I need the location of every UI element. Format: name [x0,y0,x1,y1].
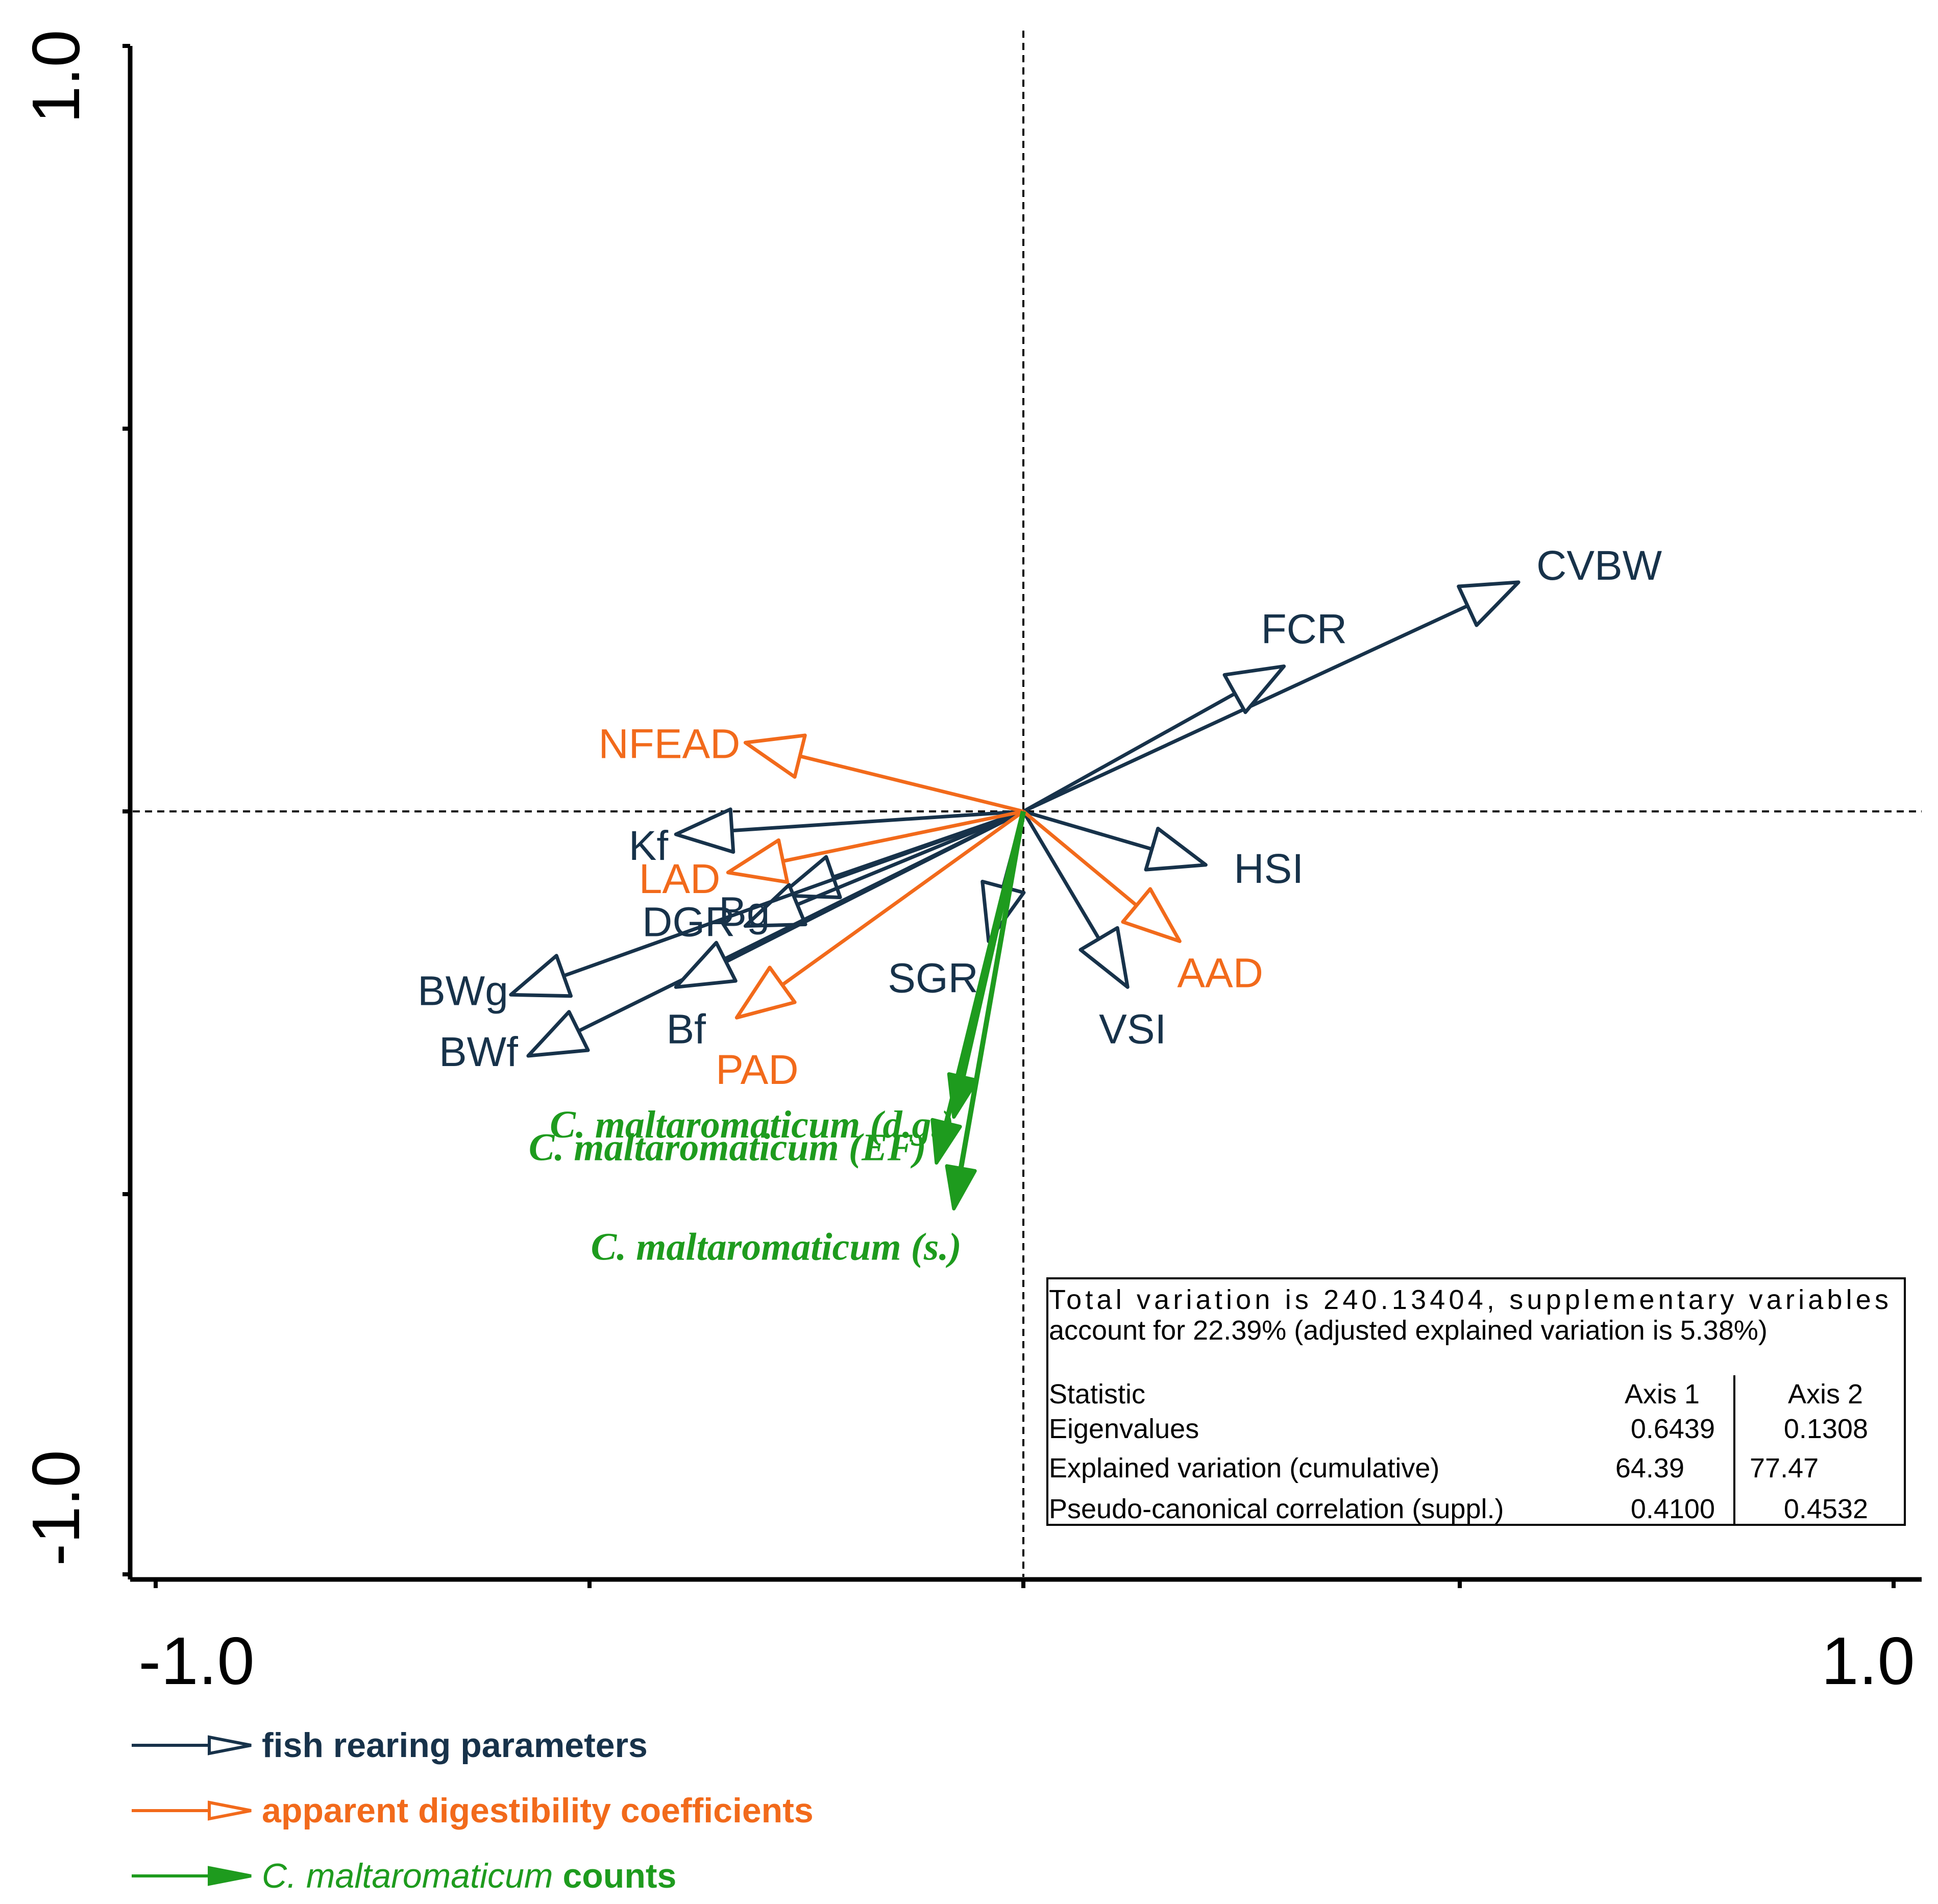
legend-arrowhead-fish [208,1735,252,1755]
stats-row-variation-label: Explained variation (cumulative) [1049,1453,1439,1483]
legend-label-adc: apparent digestibility coefficients [262,1791,814,1830]
vector-line-aad [1022,810,1138,907]
vector-head-nfead [743,733,807,779]
vector-head-aad [1121,887,1182,943]
stats-note-line2: account for 22.39% (adjusted explained v… [1049,1315,1768,1346]
legend-label-counts-italic: C. maltaromaticum [262,1857,553,1895]
vector-line-kf [731,809,1024,833]
legend: fish rearing parameters apparent digesti… [132,1726,814,1895]
vector-head-cvbw [1457,580,1520,627]
vector-label-aad: AAD [1177,950,1263,996]
vector-head-kf [674,807,735,854]
vector-label-kf: Kf [629,823,669,869]
vector-head-lad [726,838,790,884]
vector-label-pad: PAD [716,1047,799,1093]
stats-row-pseudo-axis2: 0.4532 [1784,1494,1868,1524]
vector-label-bf: Bf [666,1006,706,1052]
stats-row-eigen-axis2: 0.1308 [1784,1414,1868,1444]
stats-header-statistic: Statistic [1049,1379,1145,1410]
vector-layer [509,580,1520,1210]
vector-line-c-maltaromaticum-s- [958,811,1026,1169]
stats-row-variation-axis1: 64.39 [1615,1453,1684,1483]
y-tick-label-bottom: -1.0 [18,1450,93,1566]
vector-head-bf [674,941,738,989]
vector-head-bg [778,855,842,899]
vector-label-c-maltaromaticum-d-g-: C. maltaromaticum (d.g.) [550,1103,954,1146]
legend-label-counts-rest: counts [553,1857,677,1895]
vector-label-cvbw: CVBW [1536,542,1662,589]
vector-label-lad: LAD [639,856,721,902]
stats-header-axis2: Axis 2 [1788,1379,1863,1410]
stats-row-variation-axis2: 77.47 [1750,1453,1819,1483]
vector-label-hsi: HSI [1234,846,1304,892]
stats-row-eigen-axis1: 0.6439 [1631,1414,1715,1444]
vector-line-nfead [799,754,1024,813]
vector-line-dgr [796,809,1024,906]
vector-line-fcr [1022,692,1236,813]
vector-line-lad [782,809,1024,863]
vector-line-bf [725,809,1024,963]
vector-label-bg: Bg [719,889,770,935]
vector-head-c-maltaromaticum-s- [945,1164,977,1210]
vector-label-fcr: FCR [1261,606,1347,653]
x-tick-label-left: -1.0 [138,1623,254,1698]
vector-label-dgr: DGR [642,899,735,946]
vector-line-hsi [1023,809,1152,851]
vector-line-vsi [1021,810,1101,940]
vector-head-hsi [1144,827,1208,872]
vector-head-c-maltaromaticum-ef- [930,1118,962,1165]
stats-row-pseudo-label: Pseudo-canonical correlation (suppl.) [1049,1494,1504,1524]
legend-item-fish: fish rearing parameters [132,1726,648,1765]
legend-item-adc: apparent digestibility coefficients [132,1791,814,1830]
stats-row-eigen-label: Eigenvalues [1049,1414,1199,1444]
vector-label-bwg: BWg [418,968,508,1014]
vector-label-vsi: VSI [1099,1006,1166,1052]
vector-head-vsi [1078,926,1130,989]
vector-head-bwf [526,1010,590,1058]
vector-head-pad [734,966,797,1020]
stats-box: Total variation is 240.13404, supplement… [1046,1277,1906,1526]
legend-label-fish: fish rearing parameters [262,1726,648,1765]
stats-header-axis1: Axis 1 [1625,1379,1700,1410]
vector-label-nfead: NFEAD [598,721,740,767]
stats-box-frame [1046,1277,1906,1526]
vector-head-bwg [509,954,573,998]
vector-label-c-maltaromaticum-ef-: C. maltaromaticum (EF) [529,1126,926,1169]
stats-row-pseudo-axis1: 0.4100 [1631,1494,1715,1524]
stats-note-line1: Total variation is 240.13404, supplement… [1049,1284,1888,1315]
legend-label-counts: C. maltaromaticum counts [262,1857,676,1895]
vector-label-sgr: SGR [888,955,978,1001]
vector-label-c-maltaromaticum-s-: C. maltaromaticum (s.) [591,1225,962,1268]
legend-arrowhead-adc [208,1800,252,1821]
vector-head-fcr [1222,664,1286,714]
legend-item-counts: C. maltaromaticum counts [132,1857,676,1895]
legend-arrowhead-counts [208,1866,252,1886]
y-tick-label-top: 1.0 [18,30,93,123]
vector-line-pad [781,810,1025,986]
vector-label-bwf: BWf [439,1029,518,1075]
x-tick-label-right: 1.0 [1821,1623,1915,1698]
vector-line-c-maltaromaticum-ef- [944,810,1026,1124]
vector-line-bwg [563,809,1024,978]
